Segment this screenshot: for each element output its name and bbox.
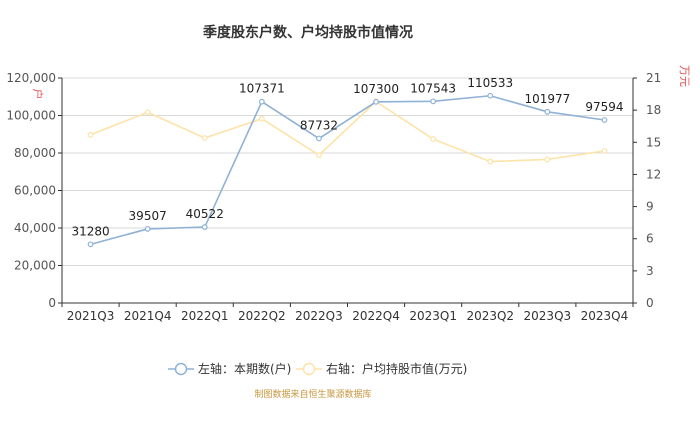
series-point-left[interactable] bbox=[201, 224, 208, 230]
legend-item-right-series[interactable]: 右轴：户均持股市值(万元) bbox=[296, 361, 467, 376]
data-label: 39507 bbox=[129, 209, 167, 223]
data-label: 107300 bbox=[353, 82, 399, 96]
series-point-right[interactable] bbox=[487, 158, 494, 165]
series-layer bbox=[87, 92, 608, 248]
right-axis-unit: 万元 bbox=[678, 65, 691, 87]
right-axis-tick-label: 15 bbox=[646, 135, 661, 149]
right-axis-tick-label: 3 bbox=[646, 264, 654, 278]
series-point-right[interactable] bbox=[201, 135, 208, 141]
data-label: 101977 bbox=[524, 92, 570, 106]
series-point-right[interactable] bbox=[87, 131, 94, 138]
data-label: 107543 bbox=[410, 81, 456, 95]
series-line-right bbox=[90, 100, 605, 163]
series-point-right[interactable] bbox=[430, 136, 437, 142]
right-axis-tick-label: 0 bbox=[646, 296, 654, 310]
data-label: 107371 bbox=[239, 82, 285, 96]
legend-label-right-series: 右轴：户均持股市值(万元) bbox=[326, 361, 467, 376]
data-label: 31280 bbox=[71, 224, 109, 238]
series-point-right[interactable] bbox=[144, 109, 151, 116]
source-note: 制图数据来自恒生聚源数据库 bbox=[254, 388, 371, 400]
right-axis-tick-label: 6 bbox=[646, 232, 654, 246]
left-axis-tick-label: 40,000 bbox=[14, 221, 56, 235]
axes: 0 20,000 40,000 60,000 80,000 100,000 120,000 0… bbox=[6, 71, 661, 323]
series-point-right[interactable] bbox=[258, 115, 265, 122]
series-point-right[interactable] bbox=[601, 147, 608, 154]
left-axis-unit: 户 bbox=[31, 89, 45, 100]
left-axis-tick-label: 80,000 bbox=[14, 146, 56, 160]
left-axis-tick-label: 120,000 bbox=[6, 71, 56, 85]
x-axis-tick-label: 2022Q1 bbox=[181, 309, 229, 323]
x-axis-tick-label: 2021Q3 bbox=[67, 309, 115, 323]
x-axis-tick-label: 2022Q2 bbox=[238, 309, 286, 323]
left-axis-tick-label: 100,000 bbox=[6, 109, 56, 123]
right-axis-tick-label: 9 bbox=[646, 200, 654, 214]
series-line-left bbox=[90, 94, 605, 246]
series-point-left[interactable] bbox=[258, 98, 265, 105]
series-point-left[interactable] bbox=[430, 98, 437, 105]
series-point-left[interactable] bbox=[544, 108, 551, 115]
legend-item-left-series[interactable]: 左轴：本期数(户) bbox=[168, 361, 291, 376]
x-axis-tick-label: 2022Q3 bbox=[295, 309, 343, 323]
left-axis-tick-label: 0 bbox=[48, 296, 56, 310]
right-axis-tick-label: 12 bbox=[646, 167, 661, 181]
series-point-left[interactable] bbox=[487, 92, 494, 99]
x-axis-tick-label: 2021Q4 bbox=[124, 309, 172, 323]
legend: 左轴：本期数(户) 右轴：户均持股市值(万元) bbox=[168, 361, 467, 376]
right-axis-tick-label: 18 bbox=[646, 103, 661, 117]
series-point-left[interactable] bbox=[144, 226, 151, 232]
data-label: 97594 bbox=[585, 100, 623, 114]
data-label: 87732 bbox=[300, 119, 338, 133]
series-point-right[interactable] bbox=[316, 152, 322, 159]
series-point-right[interactable] bbox=[544, 156, 551, 163]
grid-lines bbox=[62, 77, 633, 266]
data-label: 40522 bbox=[186, 207, 224, 221]
x-axis-tick-label: 2022Q4 bbox=[352, 309, 400, 323]
data-label: 110533 bbox=[467, 76, 513, 90]
legend-label-left-series: 左轴：本期数(户) bbox=[198, 361, 291, 376]
series-point-left[interactable] bbox=[316, 135, 322, 142]
chart-title: 季度股东户数、户均持股市值情况 bbox=[202, 24, 413, 41]
legend-swatch-marker bbox=[174, 362, 188, 376]
x-axis-tick-label: 2023Q4 bbox=[581, 309, 629, 323]
left-axis-tick-label: 20,000 bbox=[14, 259, 56, 273]
x-axis-tick-label: 2023Q3 bbox=[524, 309, 572, 323]
series-point-left[interactable] bbox=[601, 117, 608, 123]
x-axis-tick-label: 2023Q2 bbox=[466, 309, 514, 323]
legend-swatch-marker bbox=[302, 362, 316, 376]
series-point-left[interactable] bbox=[373, 98, 379, 105]
x-axis-tick-label: 2023Q1 bbox=[409, 309, 457, 323]
series-point-left[interactable] bbox=[87, 241, 94, 248]
left-axis-tick-label: 60,000 bbox=[14, 184, 56, 198]
data-labels: 31280 39507 40522 107371 87732 107300 107543 11… bbox=[71, 76, 623, 239]
right-axis-tick-label: 21 bbox=[646, 71, 661, 85]
